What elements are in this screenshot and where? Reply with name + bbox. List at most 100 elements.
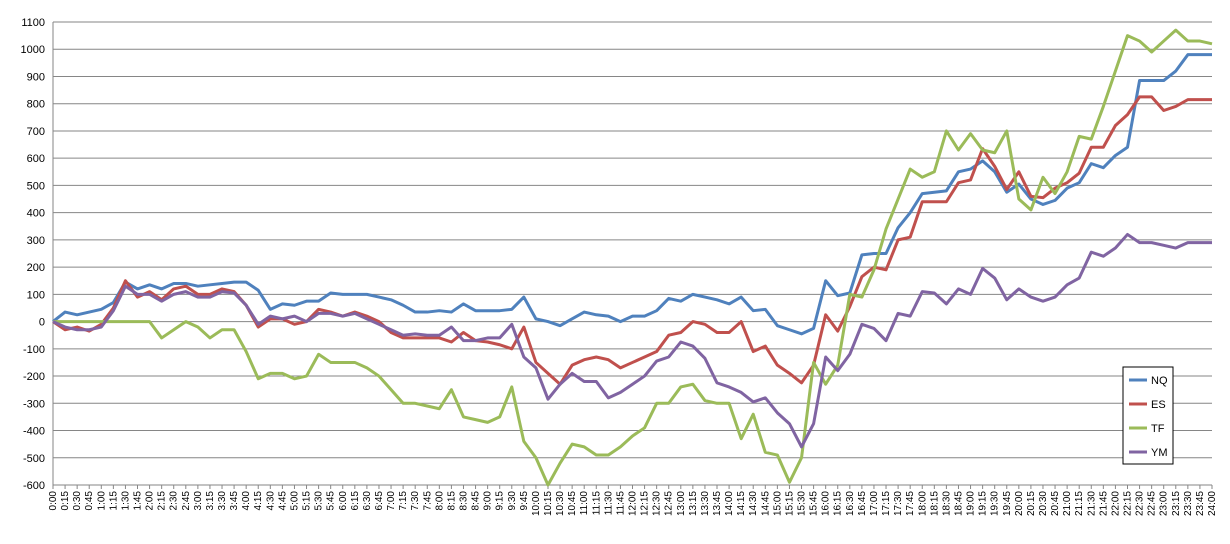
x-tick-label: 12:30 — [652, 491, 663, 516]
x-tick-label: 21:00 — [1062, 491, 1073, 516]
x-tick-label: 2:00 — [145, 491, 156, 511]
y-tick-label: -500 — [23, 453, 45, 465]
y-tick-label: 400 — [27, 208, 45, 220]
x-tick-label: 12:00 — [628, 491, 639, 516]
x-tick-label: 7:15 — [398, 491, 409, 511]
x-tick-label: 3:00 — [193, 491, 204, 511]
x-tick-label: 21:45 — [1098, 491, 1109, 516]
x-tick-label: 23:00 — [1159, 491, 1170, 516]
x-tick-label: 5:30 — [314, 491, 325, 511]
x-tick-label: 10:00 — [531, 491, 542, 516]
x-tick-label: 16:00 — [821, 491, 832, 516]
gridlines — [52, 21, 1213, 489]
x-tick-label: 17:45 — [905, 491, 916, 516]
legend-label-tf: TF — [1151, 423, 1165, 435]
legend-box — [1122, 366, 1174, 465]
series-line-ym — [52, 232, 1212, 449]
x-axis-labels: 0:00 0:15 0:30 0:45 1:00 1:15 1:30 1:45 2:00 2:15… — [48, 491, 1218, 516]
x-tick-label: 2:45 — [181, 491, 192, 511]
x-tick-label: 20:15 — [1026, 491, 1037, 516]
x-tick-label: 1:00 — [96, 491, 107, 511]
x-tick-label: 5:00 — [289, 491, 300, 511]
x-tick-label: 15:45 — [809, 491, 820, 516]
x-tick-label: 8:15 — [446, 491, 457, 511]
x-tick-label: 23:45 — [1195, 491, 1206, 516]
x-tick-label: 13:45 — [712, 491, 723, 516]
x-tick-label: 19:45 — [1002, 491, 1013, 516]
x-tick-label: 4:30 — [265, 491, 276, 511]
series-line-es — [52, 95, 1212, 386]
x-tick-label: 20:30 — [1038, 491, 1049, 516]
x-tick-label: 8:45 — [471, 491, 482, 511]
y-tick-label: 200 — [27, 262, 45, 274]
series-line-tf — [53, 28, 1213, 487]
y-tick-label: 0 — [39, 317, 45, 329]
y-tick-label: 900 — [27, 71, 45, 83]
y-tick-label: -300 — [23, 398, 45, 410]
x-tick-label: 13:00 — [676, 491, 687, 516]
x-tick-label: 23:30 — [1183, 491, 1194, 516]
y-tick-label: 1000 — [21, 44, 45, 56]
x-tick-label: 9:15 — [495, 491, 506, 511]
x-tick-label: 22:30 — [1135, 491, 1146, 516]
x-tick-label: 1:45 — [133, 491, 144, 511]
x-tick-label: 2:15 — [157, 491, 168, 511]
x-tick-label: 15:30 — [797, 491, 808, 516]
x-tick-label: 3:30 — [217, 491, 228, 511]
y-axis-labels: -600 -500 -400 -300 -200 -100 0 100 200 300 400 500… — [21, 17, 45, 492]
x-tick-label: 20:45 — [1050, 491, 1061, 516]
y-tick-label: 300 — [27, 235, 45, 247]
x-tick-label: 17:15 — [881, 491, 892, 516]
x-tick-label: 11:30 — [603, 491, 614, 516]
y-tick-label: 700 — [27, 126, 45, 138]
x-tick-label: 7:00 — [386, 491, 397, 511]
series-lines — [52, 28, 1213, 487]
x-tick-label: 23:15 — [1171, 491, 1182, 516]
x-tick-label: 8:00 — [434, 491, 445, 511]
x-tick-label: 17:30 — [893, 491, 904, 516]
legend: NQ ES TF YM — [1122, 366, 1174, 465]
x-tick-label: 14:15 — [736, 491, 747, 516]
x-tick-label: 9:45 — [519, 491, 530, 511]
x-tick-label: 3:15 — [205, 491, 216, 511]
x-tick-label: 16:45 — [857, 491, 868, 516]
legend-label-es: ES — [1151, 399, 1166, 411]
x-tick-label: 18:15 — [929, 491, 940, 516]
x-tick-label: 18:00 — [917, 491, 928, 516]
x-tick-label: 18:45 — [953, 491, 964, 516]
y-tick-label: 600 — [27, 153, 45, 165]
x-tick-label: 22:00 — [1110, 491, 1121, 516]
series-line-nq — [52, 53, 1212, 336]
y-tick-label: 100 — [27, 289, 45, 301]
x-tick-label: 13:30 — [700, 491, 711, 516]
x-tick-label: 15:00 — [772, 491, 783, 516]
x-tick-label: 4:15 — [253, 491, 264, 511]
x-tick-label: 10:15 — [543, 491, 554, 516]
y-tick-label: -400 — [23, 426, 45, 438]
x-tick-label: 14:30 — [748, 491, 759, 516]
x-tick-label: 0:00 — [48, 491, 59, 511]
y-tick-label: 500 — [27, 180, 45, 192]
x-tick-label: 10:30 — [555, 491, 566, 516]
x-tick-label: 19:00 — [966, 491, 977, 516]
y-tick-label: -600 — [23, 480, 45, 492]
x-tick-label: 22:15 — [1122, 491, 1133, 516]
x-tick-label: 24:00 — [1207, 491, 1218, 516]
x-tick-label: 5:45 — [326, 491, 337, 511]
x-tick-label: 18:30 — [941, 491, 952, 516]
x-tick-label: 6:15 — [350, 491, 361, 511]
x-tick-label: 7:45 — [422, 491, 433, 511]
x-tick-label: 20:00 — [1014, 491, 1025, 516]
x-tick-label: 6:30 — [362, 491, 373, 511]
legend-label-nq: NQ — [1151, 375, 1168, 387]
x-tick-label: 3:45 — [229, 491, 240, 511]
x-tick-label: 11:15 — [591, 491, 602, 516]
x-tick-label: 10:45 — [567, 491, 578, 516]
x-tick-label: 4:00 — [241, 491, 252, 511]
x-tick-label: 19:30 — [990, 491, 1001, 516]
x-tick-label: 4:45 — [277, 491, 288, 511]
x-tick-label: 17:00 — [869, 491, 880, 516]
x-tick-label: 12:15 — [640, 491, 651, 516]
x-tick-label: 6:00 — [338, 491, 349, 511]
